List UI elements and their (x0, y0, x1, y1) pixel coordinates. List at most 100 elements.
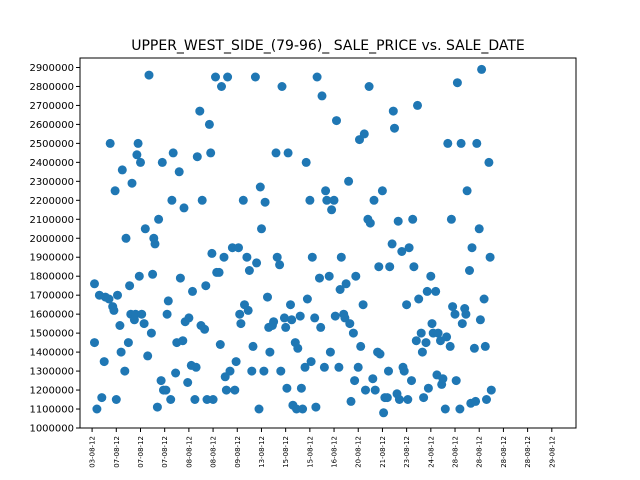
data-point (431, 286, 441, 296)
data-point (485, 252, 495, 262)
data-point (115, 321, 125, 330)
y-tick-label: 2000000 (29, 234, 74, 245)
data-point (247, 366, 257, 376)
data-point (90, 338, 99, 348)
y-tick-label: 1400000 (29, 348, 74, 359)
data-point (125, 281, 135, 291)
data-point (461, 309, 471, 319)
data-point (364, 82, 374, 91)
x-tick-label: 07-08-12 (161, 436, 169, 468)
data-point (443, 138, 453, 148)
data-point (393, 216, 403, 226)
x-tick-label: 15-08-12 (282, 436, 290, 468)
data-point (462, 186, 472, 196)
x-tick-label: 07-08-12 (113, 436, 121, 468)
data-point (450, 309, 460, 319)
data-point (474, 224, 484, 234)
data-point (263, 292, 272, 302)
y-tick-label: 1600000 (29, 310, 74, 321)
data-point (120, 366, 130, 376)
y-tick-label: 2500000 (29, 139, 74, 150)
data-point (346, 396, 356, 406)
data-point (353, 362, 363, 372)
data-point (105, 138, 115, 148)
x-tick-label: 24-08-12 (427, 436, 435, 468)
data-point (167, 195, 177, 205)
data-point (254, 404, 264, 414)
data-point (99, 357, 109, 367)
data-point (356, 341, 366, 351)
data-point (272, 252, 282, 262)
data-point (265, 347, 275, 357)
data-point (244, 266, 254, 275)
data-point (139, 319, 149, 329)
data-point (137, 309, 147, 319)
x-tick-label: 03-08-12 (89, 436, 97, 468)
data-point (282, 383, 292, 393)
data-point (421, 338, 431, 348)
x-tick-label: 21-08-12 (379, 436, 387, 468)
x-tick-label: 13-08-12 (258, 436, 266, 468)
data-point (206, 148, 216, 158)
data-point (301, 157, 311, 167)
data-point (402, 300, 412, 310)
data-point (324, 271, 334, 281)
data-point (279, 313, 289, 323)
data-point (409, 262, 419, 272)
data-point (123, 338, 133, 348)
data-point (382, 393, 392, 403)
y-tick-label: 2200000 (29, 196, 74, 207)
data-point (260, 197, 270, 207)
data-point (188, 286, 197, 296)
x-axis-ticks: 03-08-12 07-08-12 07-08-12 07-08-12 08-08-12… (89, 428, 556, 468)
data-point (191, 362, 201, 372)
data-point (417, 347, 427, 357)
data-point (250, 72, 260, 82)
data-point (316, 322, 326, 332)
data-point (361, 385, 370, 395)
x-tick-label: 28-08-12 (500, 436, 508, 468)
data-point (234, 243, 243, 253)
y-tick-label: 1700000 (29, 291, 74, 302)
data-point (144, 70, 154, 80)
data-point (179, 203, 189, 213)
data-point (455, 404, 465, 414)
data-point (116, 347, 126, 357)
data-point (465, 266, 474, 275)
x-tick-label: 29-08-12 (548, 436, 556, 468)
data-point (446, 214, 456, 224)
data-point (413, 100, 422, 110)
data-point (438, 374, 448, 384)
data-point (215, 340, 225, 349)
x-tick-label: 28-08-12 (476, 436, 484, 468)
data-point (484, 157, 494, 167)
y-tick-label: 1200000 (29, 386, 74, 397)
data-point (231, 357, 241, 367)
data-point (136, 157, 145, 167)
data-point (236, 319, 246, 329)
data-point (221, 385, 231, 395)
y-tick-label: 2900000 (29, 63, 74, 74)
data-point (217, 82, 226, 91)
x-tick-label: 23-08-12 (403, 436, 411, 468)
y-tick-label: 1900000 (29, 253, 74, 264)
x-tick-label: 08-08-12 (185, 436, 193, 468)
data-point (456, 138, 466, 148)
data-point (287, 315, 297, 325)
y-tick-label: 2800000 (29, 82, 74, 93)
x-tick-label: 20-08-12 (355, 436, 363, 468)
data-point (281, 322, 291, 332)
data-point (482, 395, 491, 404)
data-point (390, 123, 399, 133)
data-point (334, 362, 344, 372)
data-point (327, 205, 337, 215)
y-tick-label: 1300000 (29, 367, 74, 378)
data-point (276, 366, 286, 376)
data-point (171, 368, 181, 378)
data-point (348, 328, 358, 338)
data-point (452, 78, 462, 88)
data-point (480, 341, 490, 351)
y-tick-label: 1100000 (29, 405, 74, 416)
data-point (152, 402, 162, 412)
data-point (113, 290, 122, 300)
